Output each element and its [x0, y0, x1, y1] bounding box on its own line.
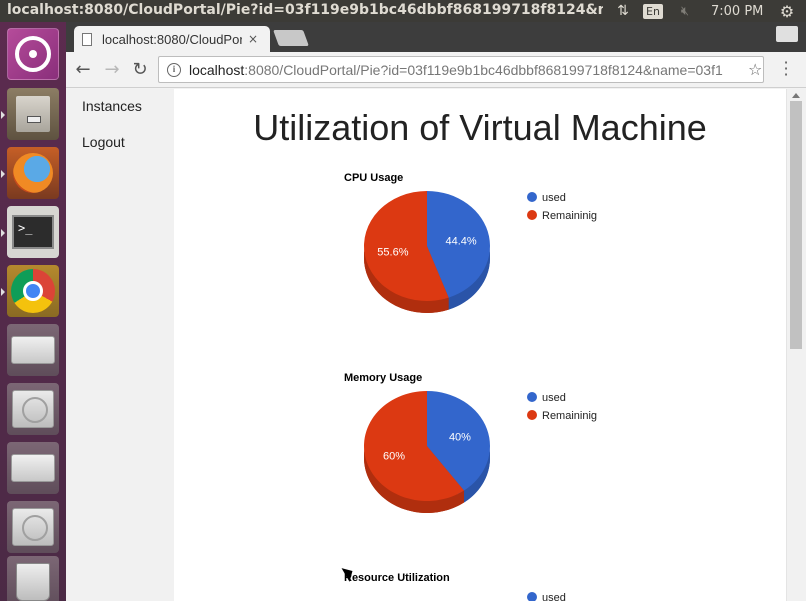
url-path: :8080/CloudPortal/Pie?id=03f119e9b1bc46d… [244, 61, 723, 78]
reload-icon[interactable]: ↻ [132, 59, 148, 80]
legend-swatch-remaininig [527, 410, 537, 420]
chart-title: Resource Utilization [344, 572, 450, 584]
tab-strip: localhost:8080/CloudPortal/Pie?id=03f1 × [66, 22, 806, 52]
pie-slice-label: 40% [449, 432, 471, 444]
legend-label: used [542, 592, 566, 601]
pie-slice-used [427, 191, 490, 298]
pie-slice-wall-remaininig [364, 246, 449, 313]
ubuntu-dash-button[interactable] [7, 28, 59, 80]
drive-icon [11, 336, 55, 364]
gear-icon[interactable]: ⚙ [779, 1, 795, 21]
legend-label: used [542, 392, 566, 404]
close-icon[interactable]: × [248, 32, 259, 46]
scroll-up-icon[interactable] [792, 93, 800, 98]
pie-slice-remaininig [363, 390, 465, 501]
forward-icon[interactable]: → [104, 59, 120, 80]
drive-launcher[interactable] [7, 501, 59, 553]
hard-disk-icon [12, 390, 54, 428]
pie-slice-label: 44.4% [446, 236, 477, 248]
running-indicator [1, 229, 5, 237]
legend-swatch-used [527, 192, 537, 202]
legend-swatch-used [527, 392, 537, 402]
launcher: >_ [0, 22, 66, 601]
profile-icon[interactable] [776, 26, 798, 42]
url-text[interactable]: localhost:8080/CloudPortal/Pie?id=03f119… [189, 62, 744, 78]
ubuntu-logo-icon [15, 36, 51, 72]
chart-title: CPU Usage [344, 172, 403, 184]
drive-launcher[interactable] [7, 442, 59, 494]
window-title: localhost:8080/CloudPortal/Pie?id=03f119… [7, 2, 603, 18]
page-title: Utilization of Virtual Machine [253, 107, 707, 148]
pie-slice-label: 55.6% [377, 246, 408, 258]
tab-title: localhost:8080/CloudPortal/Pie?id=03f1 [102, 31, 242, 47]
page-viewport: Instances Logout Utilization of Virtual … [66, 89, 806, 601]
legend-swatch-remaininig [527, 210, 537, 220]
side-nav: Instances Logout [66, 89, 174, 601]
pie-slice-label: 60% [383, 450, 405, 462]
tab-active[interactable]: localhost:8080/CloudPortal/Pie?id=03f1 × [74, 26, 270, 52]
drive-icon [11, 454, 55, 482]
scroll-thumb[interactable] [790, 101, 802, 349]
volume-muted-icon[interactable]: 🔇︎ [680, 3, 690, 19]
bookmark-star-icon[interactable]: ☆ [748, 60, 763, 79]
pie-slice-used [427, 391, 490, 491]
top-panel: localhost:8080/CloudPortal/Pie?id=03f119… [0, 0, 806, 22]
hard-disk-icon [12, 508, 54, 546]
legend-label: Remaininig [542, 410, 597, 422]
browser-toolbar: ← → ↻ i localhost:8080/CloudPortal/Pie?i… [66, 52, 806, 88]
file-cabinet-icon [16, 96, 50, 132]
main-content: Utilization of Virtual Machine CPU Usage… [174, 89, 786, 601]
files-launcher[interactable] [7, 88, 59, 140]
running-indicator [1, 111, 5, 119]
back-icon[interactable]: ← [75, 59, 91, 80]
language-indicator[interactable]: En [643, 0, 663, 22]
legend-swatch-used [527, 592, 537, 601]
info-icon[interactable]: i [167, 62, 181, 77]
chrome-icon [11, 269, 55, 313]
browser-window: localhost:8080/CloudPortal/Pie?id=03f1 ×… [66, 22, 806, 601]
running-indicator [1, 170, 5, 178]
nav-logout-link[interactable]: Logout [82, 134, 125, 150]
terminal-launcher[interactable]: >_ [7, 206, 59, 258]
legend-label: Remaininig [542, 210, 597, 222]
chart-title: Memory Usage [344, 372, 422, 384]
pie-slice-wall-used [448, 243, 490, 310]
address-bar[interactable]: i localhost:8080/CloudPortal/Pie?id=03f1… [158, 56, 764, 83]
scrollbar[interactable] [786, 89, 806, 601]
drive-launcher[interactable] [7, 324, 59, 376]
new-tab-button[interactable] [273, 30, 309, 46]
url-host: localhost [189, 61, 245, 78]
legend-label: used [542, 192, 566, 204]
transfer-arrows-icon[interactable]: ⇅ [617, 3, 629, 19]
drive-launcher[interactable] [7, 383, 59, 435]
terminal-icon: >_ [12, 215, 54, 249]
nav-instances-link[interactable]: Instances [82, 98, 142, 114]
firefox-icon [13, 153, 53, 193]
pie-slice-wall-used [464, 446, 490, 503]
menu-icon[interactable]: · · · [783, 53, 789, 84]
firefox-launcher[interactable] [7, 147, 59, 199]
page-icon [82, 32, 92, 46]
charts-area: CPU Usage used Remaininig 44.4% 55.6% Memory … [344, 172, 597, 601]
pie-slice-wall-remaininig [364, 447, 465, 513]
clock[interactable]: 7:00 PM [711, 3, 764, 19]
running-indicator [1, 288, 5, 296]
trash-launcher[interactable] [7, 556, 59, 601]
pie-slice-remaininig [364, 191, 449, 301]
trash-icon [16, 563, 50, 601]
language-label: En [643, 3, 663, 19]
chrome-launcher[interactable] [7, 265, 59, 317]
